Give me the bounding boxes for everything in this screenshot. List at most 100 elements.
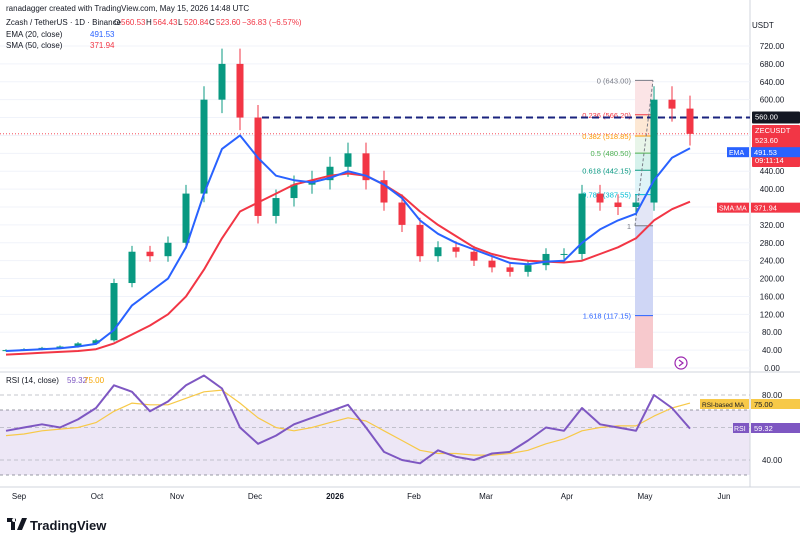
candle-body[interactable] [218,63,226,100]
ohlc-close-label: C [209,18,215,27]
ohlc-high: 564.43 [153,18,178,27]
grid [0,45,750,369]
candle-body[interactable] [362,153,370,181]
fib-level-label: 0.786 (387.55) [582,191,631,200]
candle-body[interactable] [542,253,550,266]
ticker-price-badge-text: ZECUSDT [755,126,791,135]
candle-body[interactable] [434,247,442,257]
rsi-badge-label-bg [733,423,749,433]
fib-level-label: 1.618 (117.15) [583,312,632,321]
fib-trend-line[interactable] [634,80,654,226]
time-axis[interactable]: Sep Oct Nov Dec 2026 Feb Mar Apr May Jun [12,492,731,501]
candle-body[interactable] [398,202,406,225]
rsi-legend-label[interactable]: RSI (14, close) [6,376,59,385]
price-tick-label: 160.00 [760,292,785,301]
candle-body[interactable] [344,153,352,167]
candle-body[interactable] [650,99,658,203]
fib-retracement[interactable]: 0 (643.00) 0.236 (566.20) 0.382 (518.85) 0.… [582,76,654,368]
candle-body[interactable] [452,247,460,252]
rsi-badge[interactable]: RSI 59.32 [733,423,800,433]
series-layer[interactable] [0,48,750,356]
candle-body[interactable] [92,340,100,344]
candle-body[interactable] [236,63,244,118]
price-tick-label: 240.00 [760,257,785,266]
time-tick-label: Dec [248,492,262,501]
candle-body[interactable] [254,117,262,216]
candle-body[interactable] [488,260,496,268]
rsi-ma-badge-label-bg [700,399,749,409]
candle-body[interactable] [416,224,424,257]
rsi-pane-background [0,410,750,475]
candle-body[interactable] [686,108,694,134]
fib-zone [635,80,653,115]
rsi-badge-label: RSI [734,426,746,433]
candle-body[interactable] [200,99,208,194]
candle-body[interactable] [164,242,172,257]
candle-body[interactable] [128,251,136,284]
rsi-badge-value-bg [751,423,800,433]
rsi-layer[interactable] [0,374,750,476]
candle-body[interactable] [290,184,298,199]
candle-body[interactable] [182,193,190,243]
fib-zone [635,135,653,154]
price-tick-label: 120.00 [760,310,785,319]
rsi-badge-value: 59.32 [754,424,773,433]
ticker-price-badge-text: 09:11:14 [755,156,784,165]
sma-badge[interactable]: SMA:MA 371.94 [717,202,800,213]
alert-icon[interactable] [674,356,688,370]
candle-body[interactable] [524,265,532,272]
candle-body[interactable] [596,193,604,203]
ohlc-open: 560.53 [121,18,146,27]
fib-level-label: 1 [627,222,631,231]
fib-level-label: 0.618 (442.15) [582,166,631,175]
main-pane[interactable] [0,28,750,370]
rsi-ma-badge-value-bg [751,399,800,409]
rsi-ma-badge-label: RSI-based MA [702,402,745,409]
candle-body[interactable] [272,198,280,216]
price-axis[interactable]: 720.00680.00640.00600.00560.00520.00480.… [700,42,800,465]
candle-body[interactable] [146,251,154,257]
rsi-ma-line[interactable] [5,389,691,456]
sma-line[interactable] [5,172,691,356]
sma-legend-label[interactable]: SMA (50, close) [6,41,63,50]
price-tick-label: 440.00 [760,167,785,176]
candle-body[interactable] [56,346,64,348]
ohlc-low: 520.84 [184,18,209,27]
sma-badge-label-bg [717,202,749,213]
candle-body[interactable] [380,180,388,203]
candle-body[interactable] [506,267,514,272]
ohlc-readout: O 560.53 H 564.43 L 520.84 C 523.60 −36.… [114,18,302,27]
fib-level-label: 0.5 (480.50) [591,149,632,158]
ema-legend-label[interactable]: EMA (20, close) [6,30,63,39]
candle-body[interactable] [632,202,640,207]
rsi-line[interactable] [5,374,691,465]
ohlc-open-label: O [114,18,120,27]
resistance-price-badge[interactable]: 560.00 [752,111,800,124]
ema-badge[interactable]: EMA 491.53 [727,147,800,158]
ema-line[interactable] [5,134,691,352]
sma-legend-value: 371.94 [90,41,115,50]
fib-zone [635,194,653,226]
candle-body[interactable] [578,193,586,254]
candle-body[interactable] [110,283,118,341]
symbol-line[interactable]: Zcash / TetherUS · 1D · Binance [6,18,122,27]
time-tick-label: Feb [407,492,421,501]
candle-body[interactable] [614,202,622,207]
candle-body[interactable] [668,99,676,109]
rsi-ma-legend-value: 75.00 [84,376,105,385]
price-tick-label: 0.00 [764,364,780,373]
price-tick-label: 200.00 [760,275,785,284]
candle-body[interactable] [470,251,478,261]
candle-body[interactable] [560,253,568,255]
rsi-tick-label: 40.00 [762,456,783,465]
price-tick-label: 320.00 [760,221,785,230]
rsi-ma-badge[interactable]: RSI-based MA 75.00 [700,399,800,409]
tradingview-logo[interactable]: TradingView [7,518,107,533]
ema-badge-label: EMA [729,150,745,157]
price-tick-label: 600.00 [760,96,785,105]
price-tick-label: 80.00 [762,328,783,337]
candle-body[interactable] [74,343,82,347]
candle-body[interactable] [326,166,334,181]
